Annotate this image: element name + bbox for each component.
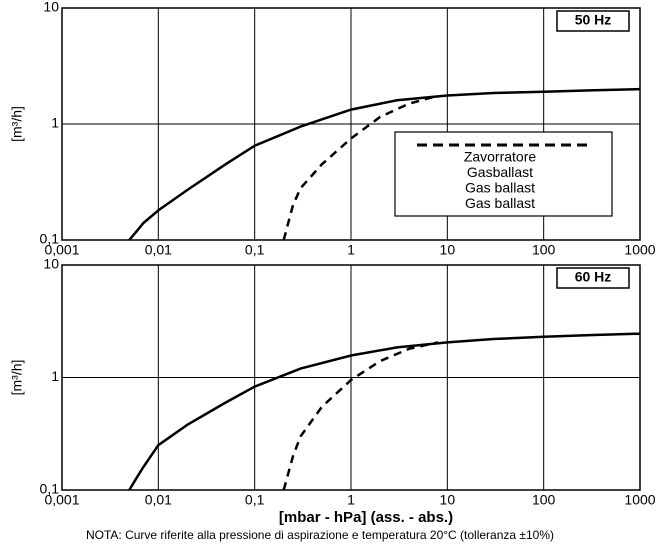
y-tick-label: 1 <box>51 115 59 131</box>
note: NOTA: Curve riferite alla pressione di a… <box>86 528 554 542</box>
x-tick-label: 1 <box>347 242 355 258</box>
y-tick-label: 10 <box>43 0 59 15</box>
x-tick-label: 0,001 <box>44 242 79 258</box>
x-tick-label: 0,01 <box>145 242 172 258</box>
y-tick-label: 10 <box>43 256 59 272</box>
x-axis-label: [mbar - hPa] (ass. - abs.) <box>279 509 453 526</box>
annotation: 50 Hz <box>575 12 612 28</box>
legend-label: Gasballast <box>467 164 533 180</box>
y-tick-label: 0,1 <box>40 231 60 247</box>
legend-label: Gas ballast <box>465 180 535 196</box>
legend-label: Zavorratore <box>464 149 537 165</box>
y-axis-label: [m³/h] <box>9 360 25 396</box>
annotation: 60 Hz <box>575 269 612 285</box>
x-tick-label: 10 <box>440 242 456 258</box>
line <box>282 94 439 241</box>
x-tick-label: 0,1 <box>245 242 265 258</box>
x-tick-label: 0,001 <box>44 492 79 508</box>
y-tick-label: 1 <box>51 368 59 384</box>
x-tick-label: 0,1 <box>245 492 265 508</box>
x-tick-label: 1 <box>347 492 355 508</box>
annotation-box <box>556 10 630 32</box>
line <box>128 87 641 241</box>
x-tick-label: 10 <box>440 492 456 508</box>
annotation-box <box>556 267 630 289</box>
line <box>128 332 641 491</box>
x-tick-label: 0,01 <box>145 492 172 508</box>
line <box>282 341 439 491</box>
x-tick-label: 100 <box>532 492 556 508</box>
x-tick-label: 100 <box>532 242 556 258</box>
y-tick-label: 0,1 <box>40 481 60 497</box>
legend-label: Gas ballast <box>465 195 535 211</box>
y-axis-label: [m³/h] <box>9 106 25 142</box>
x-tick-label: 1000 <box>624 492 655 508</box>
x-tick-label: 1000 <box>624 242 655 258</box>
